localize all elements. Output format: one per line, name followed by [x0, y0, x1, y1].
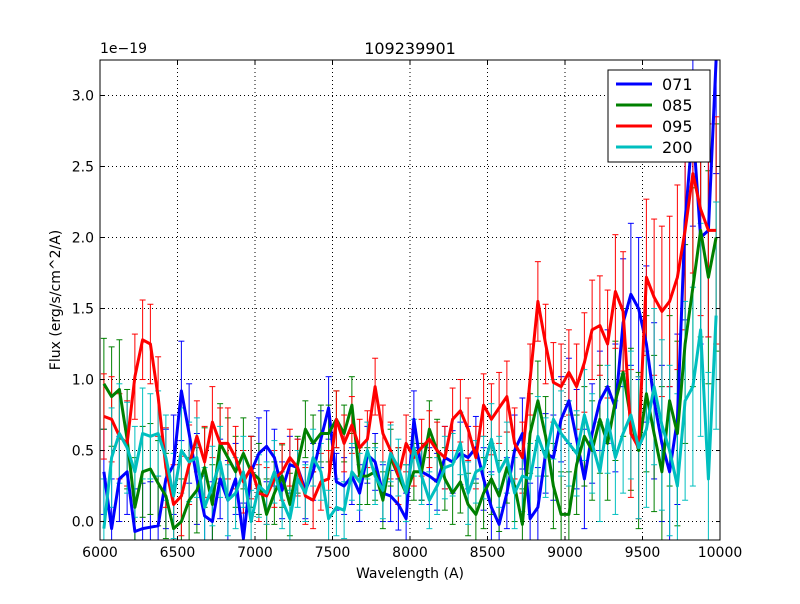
chart-title: 109239901 — [364, 39, 456, 58]
y-tick-label: 0.5 — [72, 444, 94, 460]
x-tick-label: 9500 — [625, 545, 661, 561]
x-axis-label: Wavelength (A) — [356, 566, 464, 582]
y-tick-label: 2.0 — [72, 231, 94, 247]
x-tick-label: 9000 — [547, 545, 583, 561]
series-line-095 — [103, 172, 717, 506]
y-axis-offset-label: 1e−19 — [100, 41, 147, 57]
y-axis-label: Flux (erg/s/cm^2/A) — [48, 230, 64, 370]
series-line-200 — [102, 315, 718, 529]
y-tick-label: 0.0 — [72, 515, 94, 531]
x-tick-label: 7500 — [315, 545, 351, 561]
y-tick-label: 1.0 — [72, 373, 94, 389]
series-line-085 — [102, 228, 718, 531]
x-tick-label: 10000 — [698, 545, 743, 561]
x-tick-label: 6000 — [82, 545, 118, 561]
legend-label-085: 085 — [662, 96, 693, 115]
legend-label-200: 200 — [662, 138, 693, 157]
x-tick-label: 6500 — [160, 545, 196, 561]
legend-label-071: 071 — [662, 75, 693, 94]
y-tick-label: 2.5 — [72, 160, 94, 176]
x-tick-label: 8500 — [470, 545, 506, 561]
x-tick-label: 7000 — [237, 545, 273, 561]
x-tick-label: 8000 — [392, 545, 428, 561]
legend: 071 085 095 200 — [607, 69, 711, 163]
y-tick-label: 1.5 — [72, 302, 94, 318]
axis-ticks: 6000 6500 7000 7500 8000 8500 9000 9500 10000 0.0… — [72, 60, 743, 561]
legend-label-095: 095 — [662, 117, 693, 136]
data-layer — [100, 60, 720, 540]
y-tick-label: 3.0 — [72, 89, 94, 105]
